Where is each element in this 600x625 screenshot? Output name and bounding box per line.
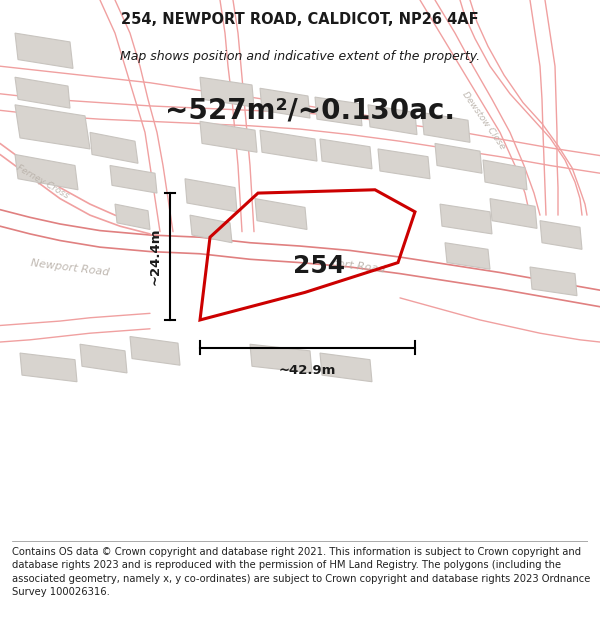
Polygon shape xyxy=(200,121,257,152)
Polygon shape xyxy=(483,160,527,190)
Polygon shape xyxy=(540,221,582,249)
Polygon shape xyxy=(440,204,492,234)
Polygon shape xyxy=(200,78,254,107)
Polygon shape xyxy=(250,344,312,373)
Polygon shape xyxy=(80,344,127,373)
Polygon shape xyxy=(530,267,577,296)
Text: port Road: port Road xyxy=(330,258,386,274)
Polygon shape xyxy=(315,97,362,126)
Text: Newport Road: Newport Road xyxy=(30,258,110,278)
Polygon shape xyxy=(190,215,232,242)
Text: ~527m²/~0.130ac.: ~527m²/~0.130ac. xyxy=(165,96,455,124)
Polygon shape xyxy=(422,112,470,142)
Text: ~42.9m: ~42.9m xyxy=(279,364,336,377)
Polygon shape xyxy=(15,154,78,190)
Polygon shape xyxy=(260,130,317,161)
Polygon shape xyxy=(15,78,70,108)
Polygon shape xyxy=(130,336,180,365)
Polygon shape xyxy=(15,33,73,68)
Polygon shape xyxy=(90,132,138,163)
Polygon shape xyxy=(445,242,490,269)
Text: Contains OS data © Crown copyright and database right 2021. This information is : Contains OS data © Crown copyright and d… xyxy=(12,547,590,597)
Polygon shape xyxy=(320,353,372,382)
Text: Ferney Cross: Ferney Cross xyxy=(15,163,70,201)
Polygon shape xyxy=(255,199,307,229)
Polygon shape xyxy=(110,166,157,193)
Polygon shape xyxy=(185,179,237,212)
Polygon shape xyxy=(320,139,372,169)
Text: 254: 254 xyxy=(293,254,345,278)
Polygon shape xyxy=(15,105,90,149)
Polygon shape xyxy=(490,199,537,228)
Polygon shape xyxy=(20,353,77,382)
Polygon shape xyxy=(435,143,482,173)
Polygon shape xyxy=(368,105,417,134)
Text: ~24.4m: ~24.4m xyxy=(149,228,162,285)
Polygon shape xyxy=(115,204,150,229)
Polygon shape xyxy=(260,88,310,118)
Text: 254, NEWPORT ROAD, CALDICOT, NP26 4AF: 254, NEWPORT ROAD, CALDICOT, NP26 4AF xyxy=(121,12,479,28)
Text: Dewstow Close: Dewstow Close xyxy=(460,90,506,151)
Polygon shape xyxy=(378,149,430,179)
Text: Map shows position and indicative extent of the property.: Map shows position and indicative extent… xyxy=(120,49,480,62)
